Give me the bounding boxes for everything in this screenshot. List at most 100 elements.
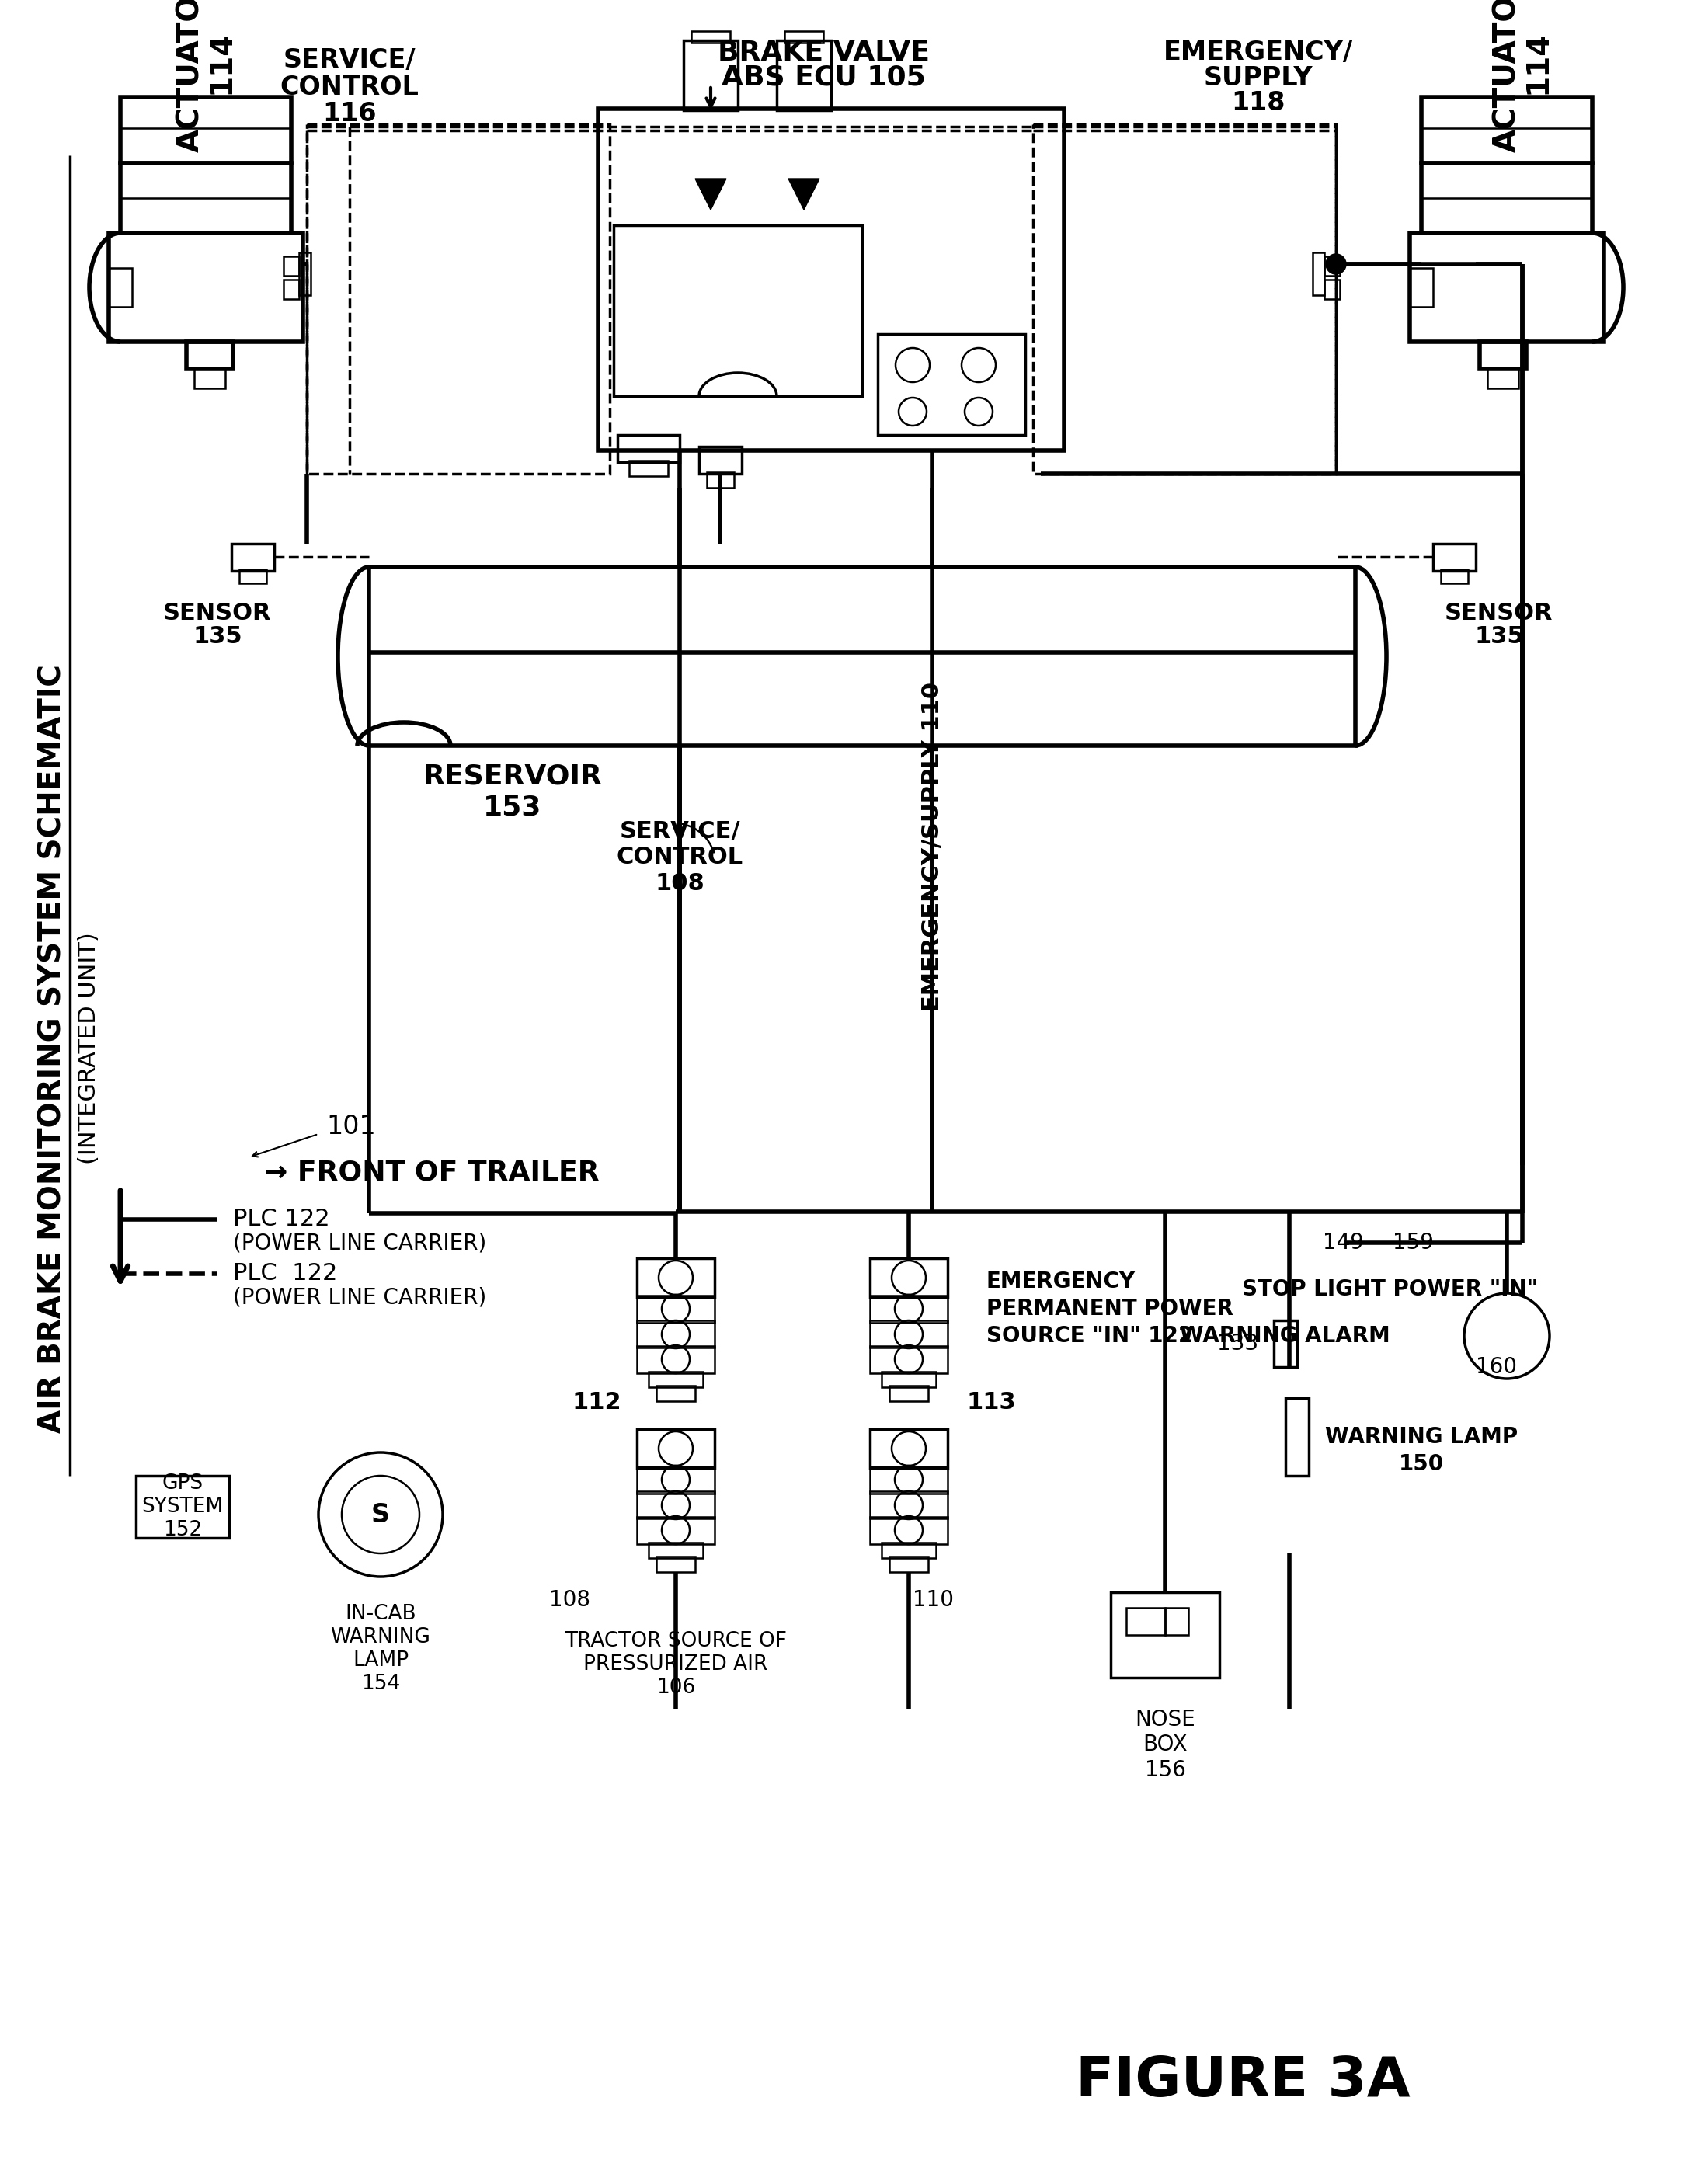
Text: STOP LIGHT POWER "IN": STOP LIGHT POWER "IN": [1242, 1279, 1539, 1300]
Bar: [299, 251, 311, 295]
Text: 110: 110: [912, 1588, 953, 1610]
Text: 114: 114: [1524, 30, 1553, 93]
Text: PLC  122: PLC 122: [232, 1263, 338, 1285]
Bar: [692, 30, 729, 43]
Bar: [869, 1467, 948, 1493]
Bar: [1110, 1593, 1220, 1677]
Bar: [598, 108, 1064, 451]
Bar: [1165, 1608, 1189, 1634]
Text: AIR BRAKE MONITORING SYSTEM SCHEMATIC: AIR BRAKE MONITORING SYSTEM SCHEMATIC: [38, 663, 68, 1432]
Bar: [869, 1259, 948, 1298]
Text: WARNING LAMP: WARNING LAMP: [1325, 1426, 1518, 1448]
Bar: [1421, 98, 1592, 163]
Bar: [186, 342, 232, 368]
Text: CONTROL: CONTROL: [617, 847, 743, 869]
Bar: [284, 256, 299, 275]
Bar: [683, 41, 738, 111]
Bar: [1324, 280, 1339, 299]
Text: SERVICE/: SERVICE/: [620, 819, 740, 843]
Text: PLC 122: PLC 122: [232, 1209, 330, 1231]
Text: IN-CAB
WARNING
LAMP
154: IN-CAB WARNING LAMP 154: [331, 1604, 430, 1695]
Bar: [618, 436, 680, 462]
Text: 108: 108: [550, 1588, 591, 1610]
Text: CONTROL: CONTROL: [280, 74, 418, 100]
Bar: [890, 1556, 927, 1571]
Bar: [232, 544, 275, 570]
Bar: [629, 462, 668, 477]
Text: SENSOR: SENSOR: [1445, 602, 1553, 624]
Bar: [284, 280, 299, 299]
Bar: [881, 1372, 936, 1387]
Text: 135: 135: [1474, 626, 1524, 648]
Text: SOURCE "IN" 122: SOURCE "IN" 122: [987, 1324, 1194, 1348]
Bar: [637, 1467, 714, 1493]
Text: 135: 135: [193, 626, 243, 648]
Bar: [369, 568, 1356, 745]
Text: 153: 153: [483, 795, 541, 821]
Bar: [1286, 1398, 1308, 1476]
Bar: [1421, 163, 1592, 234]
Text: 112: 112: [572, 1391, 622, 1413]
Text: PERMANENT POWER: PERMANENT POWER: [987, 1298, 1233, 1320]
Bar: [699, 446, 741, 475]
Bar: [637, 1259, 714, 1298]
Bar: [649, 1372, 704, 1387]
Text: 114: 114: [207, 30, 236, 93]
Bar: [707, 472, 734, 488]
Bar: [120, 163, 292, 234]
Bar: [777, 41, 832, 111]
Bar: [869, 1346, 948, 1374]
Bar: [195, 368, 225, 388]
Text: (INTEGRATED UNIT): (INTEGRATED UNIT): [79, 932, 101, 1164]
Text: → FRONT OF TRAILER: → FRONT OF TRAILER: [265, 1159, 600, 1185]
Text: EMERGENCY: EMERGENCY: [987, 1270, 1136, 1292]
Text: EMERGENCY/SUPPLY 110: EMERGENCY/SUPPLY 110: [921, 683, 943, 1012]
Bar: [869, 1428, 948, 1467]
Text: 108: 108: [654, 873, 704, 895]
Text: 118: 118: [1231, 89, 1286, 115]
Bar: [1488, 368, 1518, 388]
Text: SERVICE/: SERVICE/: [284, 48, 415, 74]
Bar: [656, 1385, 695, 1402]
Bar: [869, 1296, 948, 1322]
Text: GPS
SYSTEM
152: GPS SYSTEM 152: [142, 1474, 224, 1541]
Bar: [1442, 570, 1467, 583]
Bar: [656, 1556, 695, 1571]
Text: BRAKE VALVE: BRAKE VALVE: [717, 39, 929, 65]
Bar: [649, 1543, 704, 1558]
Text: ACTUATOR: ACTUATOR: [176, 0, 205, 152]
Text: (POWER LINE CARRIER): (POWER LINE CARRIER): [232, 1231, 487, 1253]
Bar: [1274, 1320, 1296, 1367]
Bar: [784, 30, 823, 43]
Bar: [637, 1320, 714, 1348]
Bar: [109, 269, 132, 308]
Bar: [1409, 269, 1433, 308]
Bar: [239, 570, 266, 583]
Bar: [869, 1517, 948, 1545]
Text: NOSE
BOX
156: NOSE BOX 156: [1134, 1710, 1196, 1781]
Bar: [613, 225, 863, 397]
Bar: [637, 1346, 714, 1374]
Text: S: S: [371, 1502, 389, 1528]
Bar: [1324, 256, 1339, 275]
Text: 149: 149: [1324, 1231, 1365, 1253]
Text: ACTUATOR: ACTUATOR: [1493, 0, 1522, 152]
Bar: [878, 334, 1025, 436]
Bar: [109, 234, 302, 342]
Text: 159: 159: [1394, 1231, 1435, 1253]
Text: SUPPLY: SUPPLY: [1204, 65, 1313, 91]
Bar: [1033, 124, 1336, 475]
Text: 113: 113: [967, 1391, 1016, 1413]
Bar: [1433, 544, 1476, 570]
Text: RESERVOIR: RESERVOIR: [424, 763, 603, 791]
Bar: [890, 1385, 927, 1402]
Bar: [637, 1517, 714, 1545]
Bar: [637, 1428, 714, 1467]
Bar: [881, 1543, 936, 1558]
Bar: [637, 1296, 714, 1322]
Bar: [1479, 342, 1527, 368]
Text: EMERGENCY/: EMERGENCY/: [1163, 39, 1353, 65]
Bar: [137, 1476, 229, 1539]
Text: 160: 160: [1476, 1357, 1517, 1378]
Bar: [1313, 251, 1324, 295]
